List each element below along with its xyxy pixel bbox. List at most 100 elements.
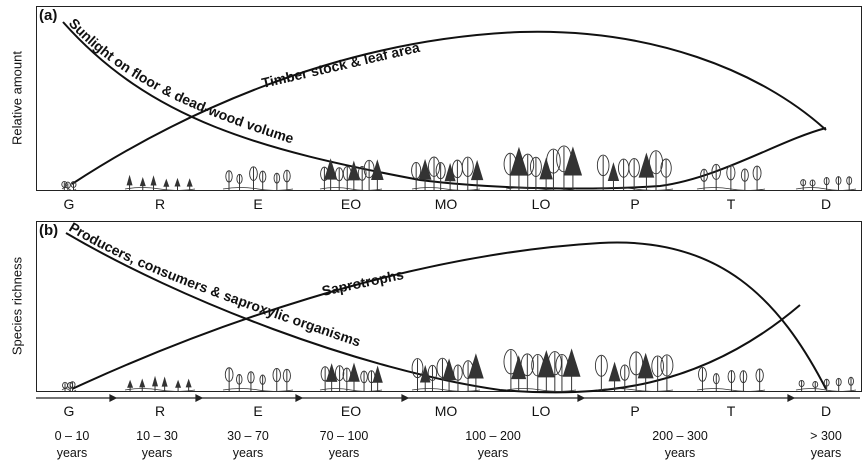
age-range-2-unit: years <box>232 446 264 460</box>
broadleaf-crown <box>334 365 345 382</box>
stage-label-r: R <box>154 196 166 212</box>
age-range-2: 30 – 70 years <box>227 428 269 462</box>
age-range-1-value: 10 – 30 <box>136 429 178 443</box>
conifer-crown <box>324 158 338 180</box>
age-range-4-unit: years <box>477 446 509 460</box>
broadleaf-crown <box>236 173 243 184</box>
stage-label-r-b: R <box>154 403 166 419</box>
conifer-crown <box>509 146 529 176</box>
stage-label-g-b: G <box>63 403 75 419</box>
panel-b: (b) <box>36 221 862 392</box>
conifer-crown <box>537 350 555 378</box>
panel-a: (a) <box>36 6 862 191</box>
conifer-crown <box>608 361 621 382</box>
broadleaf-crown <box>546 148 561 174</box>
saprotrophs-curve-label: Saprotrophs <box>320 266 405 299</box>
broadleaf-crown <box>800 179 807 187</box>
broadleaf-crown <box>357 165 367 181</box>
broadleaf-crown <box>69 381 76 389</box>
conifer-crown <box>442 358 456 381</box>
broadleaf-crown <box>752 165 762 181</box>
broadleaf-crown <box>727 370 736 384</box>
broadleaf-crown <box>660 354 674 377</box>
broadleaf-crown <box>798 379 805 388</box>
broadleaf-crown <box>596 154 610 177</box>
broadleaf-crown <box>283 169 291 183</box>
age-range-5: 200 – 300 years <box>652 428 708 462</box>
broadleaf-crown <box>411 161 422 180</box>
age-range-6-unit: years <box>810 446 842 460</box>
ground-debris <box>696 388 766 392</box>
stage-label-e-b: E <box>253 403 263 419</box>
broadleaf-crown <box>835 176 842 185</box>
broadleaf-crown <box>360 370 368 384</box>
broadleaf-crown <box>726 164 736 181</box>
broadleaf-crown <box>846 176 853 185</box>
broadleaf-crown <box>461 156 474 177</box>
conifer-crown <box>444 162 456 182</box>
ground-debris <box>222 187 294 191</box>
broadleaf-crown <box>435 162 446 180</box>
broadleaf-crown <box>224 367 234 382</box>
ground-debris <box>411 388 481 392</box>
conifer-crown <box>468 353 484 379</box>
ground-debris <box>795 187 857 191</box>
conifer-crown <box>161 376 168 387</box>
broadleaf-crown <box>411 358 424 379</box>
conifer-crown <box>175 379 182 388</box>
broadleaf-crown <box>660 158 672 178</box>
conifer-crown <box>150 175 157 186</box>
broadleaf-crown <box>711 163 721 180</box>
broadleaf-crown <box>521 153 535 176</box>
age-range-0-value: 0 – 10 <box>54 429 90 443</box>
conifer-crown <box>163 178 170 187</box>
conifer-crown <box>348 362 360 382</box>
broadleaf-crown <box>428 156 440 177</box>
broadleaf-crown <box>225 170 233 183</box>
broadleaf-crown <box>236 374 243 385</box>
age-range-0-unit: years <box>56 446 88 460</box>
ground-debris <box>596 187 674 191</box>
ground-debris <box>505 388 577 392</box>
broadleaf-crown <box>698 366 707 382</box>
broadleaf-crown <box>809 179 816 187</box>
broadleaf-crown <box>530 156 542 177</box>
age-range-5-unit: years <box>664 446 696 460</box>
broadleaf-crown <box>712 373 720 385</box>
broadleaf-crown <box>427 364 438 381</box>
broadleaf-crown <box>619 364 630 381</box>
broadleaf-crown <box>848 376 854 386</box>
conifer-crown <box>152 375 159 387</box>
conifer-crown <box>418 158 432 180</box>
age-range-2-value: 30 – 70 <box>227 429 269 443</box>
conifer-crown <box>127 379 134 388</box>
age-range-6-value: > 300 <box>810 429 842 443</box>
conifer-crown <box>347 160 360 181</box>
broadleaf-crown <box>835 377 842 387</box>
broadleaf-crown <box>740 168 749 182</box>
ground-debris <box>505 187 577 191</box>
conifer-crown <box>325 363 338 382</box>
stage-label-mo-b: MO <box>434 403 458 419</box>
ground-debris <box>696 187 766 191</box>
age-range-4: 100 – 200 years <box>465 428 521 462</box>
broadleaf-crown <box>249 166 258 181</box>
conifer-crown <box>562 348 581 377</box>
stage-label-t: T <box>726 196 736 212</box>
conifer-crown <box>186 178 193 187</box>
age-arrows <box>36 394 860 402</box>
ground-debris <box>124 187 196 191</box>
age-range-4-value: 100 – 200 <box>465 429 521 443</box>
conifer-crown <box>372 365 383 383</box>
conifer-crown <box>126 174 133 186</box>
stage-label-d: D <box>820 196 832 212</box>
conifer-crown <box>638 152 655 178</box>
conifer-crown <box>470 159 484 181</box>
age-range-3-value: 70 – 100 <box>319 429 369 443</box>
forest-silhouettes-a <box>61 145 857 191</box>
broadleaf-crown <box>247 371 255 384</box>
broadleaf-crown <box>628 158 640 178</box>
conifer-crown <box>539 157 553 180</box>
broadleaf-crown <box>259 170 267 183</box>
